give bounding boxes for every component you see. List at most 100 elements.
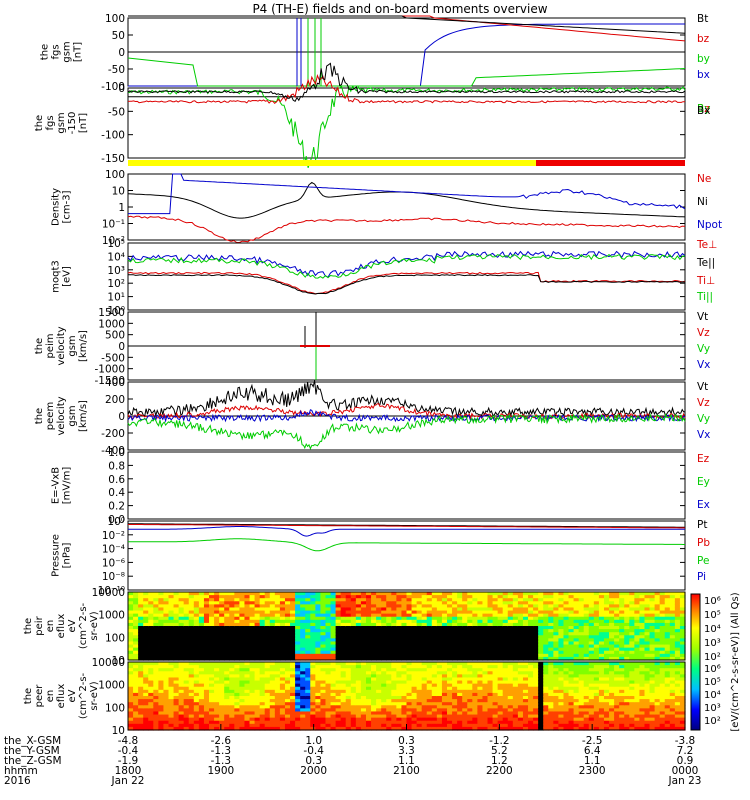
spectrogram-cell xyxy=(143,680,149,685)
spectrogram-cell xyxy=(340,613,347,618)
spectrogram-cell xyxy=(290,619,296,624)
spectrogram-cell xyxy=(522,619,529,624)
spectrogram-cell xyxy=(350,626,357,630)
spectrogram-cell xyxy=(360,677,367,682)
spectrogram-cell xyxy=(254,632,261,636)
spectrogram-cell xyxy=(259,692,266,697)
spectrogram-cell xyxy=(335,708,342,713)
spectrogram-cell xyxy=(492,720,499,725)
spectrogram-cell xyxy=(244,595,251,599)
spectrogram-cell xyxy=(345,705,352,709)
spectrogram-cell xyxy=(158,647,165,652)
figure-title: P4 (TH-E) fields and on-board moments ov… xyxy=(252,2,547,16)
spectrogram-cell xyxy=(198,638,205,643)
spectrogram-cell xyxy=(244,616,251,621)
spectrogram-cell xyxy=(325,717,332,722)
spectrogram-cell xyxy=(249,717,256,722)
spectrogram-cell xyxy=(411,692,418,697)
spectrogram-cell xyxy=(482,680,489,685)
spectrogram-cell xyxy=(158,607,165,612)
spectrogram-cell xyxy=(269,674,276,679)
spectrogram-cell xyxy=(558,632,565,636)
spectrogram-cell xyxy=(214,647,220,652)
spectrogram-cell xyxy=(624,635,630,639)
spectrogram-cell xyxy=(350,647,357,652)
spectrogram-cell xyxy=(457,726,463,731)
spectrogram-cell xyxy=(467,680,473,685)
spectrogram-cell xyxy=(462,601,468,605)
spectrogram-cell xyxy=(588,622,595,627)
spectrogram-cell xyxy=(219,711,225,716)
spectrogram-cell xyxy=(158,677,165,682)
spectrogram-cell xyxy=(345,699,352,703)
spectrogram-cell xyxy=(264,653,271,658)
spectrogram-cell xyxy=(254,601,261,605)
spectrogram-cell xyxy=(472,689,478,694)
spectrogram-cell xyxy=(173,686,180,691)
spectrogram-cell xyxy=(320,650,327,655)
spectrogram-cell xyxy=(249,626,256,630)
spectrogram-cell xyxy=(401,671,408,675)
spectrogram-cell xyxy=(528,619,534,624)
spectrogram-cell xyxy=(138,647,144,652)
y-axis-label: moqt3 [eV] xyxy=(51,260,73,293)
spectrogram-cell xyxy=(209,714,215,719)
spectrogram-cell xyxy=(619,723,625,728)
spectrogram-cell xyxy=(431,610,438,615)
spectrogram-cell xyxy=(619,647,625,652)
spectrogram-cell xyxy=(133,674,139,679)
spectrogram-cell xyxy=(158,598,165,602)
spectrogram-cell xyxy=(507,680,514,685)
spectrogram-cell xyxy=(563,601,570,605)
spectrogram-cell xyxy=(391,683,397,688)
spectrogram-cell xyxy=(507,601,514,605)
spectrogram-cell xyxy=(381,656,387,661)
spectrogram-cell xyxy=(548,677,554,682)
spectrogram-cell xyxy=(619,635,625,639)
spectrogram-cell xyxy=(497,711,504,716)
spectrogram-cell xyxy=(563,723,570,728)
spectrogram-cell xyxy=(244,705,251,709)
spectrogram-cell xyxy=(512,653,519,658)
spectrogram-cell xyxy=(426,638,433,643)
spectrogram-cell xyxy=(158,686,165,691)
spectrogram-cell xyxy=(649,711,656,716)
spectrogram-cell xyxy=(634,629,641,633)
spectrogram-cell xyxy=(436,692,443,697)
spectrogram-cell xyxy=(462,610,468,615)
spectrogram-cell xyxy=(619,598,625,602)
spectrogram-cell xyxy=(447,595,453,599)
spectrogram-cell xyxy=(609,674,615,679)
spectrogram-cell xyxy=(558,592,565,596)
spectrogram-cell xyxy=(168,714,175,719)
spectrogram-cell xyxy=(188,671,195,675)
spectrogram-cell xyxy=(254,683,261,688)
spectrogram-cell xyxy=(310,726,316,731)
spectrogram-cell xyxy=(209,671,215,675)
spectrogram-cell xyxy=(548,708,554,713)
spectrogram-cell xyxy=(249,607,256,612)
spectrogram-cell xyxy=(401,714,408,719)
spectrogram-cell xyxy=(203,708,210,713)
y-tick-label: 0 xyxy=(118,47,125,59)
spectrogram-cell xyxy=(512,720,519,725)
spectrogram-cell xyxy=(284,644,291,649)
spectrogram-cell xyxy=(457,626,463,630)
spectrogram-cell xyxy=(629,607,635,612)
spectrogram-cell xyxy=(482,647,489,652)
spectrogram-cell xyxy=(386,671,392,675)
spectrogram-cell xyxy=(381,622,387,627)
panel-temperature: moqt3 [eV]10⁵10⁴10³10²10¹10⁰Te⊥Te||Ti⊥Ti|… xyxy=(51,238,718,317)
spectrogram-cell xyxy=(573,714,580,719)
spectrogram-cell xyxy=(593,653,600,658)
spectrogram-cell xyxy=(259,601,266,605)
spectrogram-cell xyxy=(391,665,397,669)
spectrogram-cell xyxy=(183,720,190,725)
spectrogram-cell xyxy=(340,656,347,661)
spectrogram-cell xyxy=(365,653,372,658)
spectrogram-cell xyxy=(279,723,286,728)
spectrogram-cell xyxy=(295,616,301,621)
spectrogram-cell xyxy=(614,635,620,639)
spectrogram-cell xyxy=(183,662,190,666)
spectrogram-cell xyxy=(487,723,494,728)
